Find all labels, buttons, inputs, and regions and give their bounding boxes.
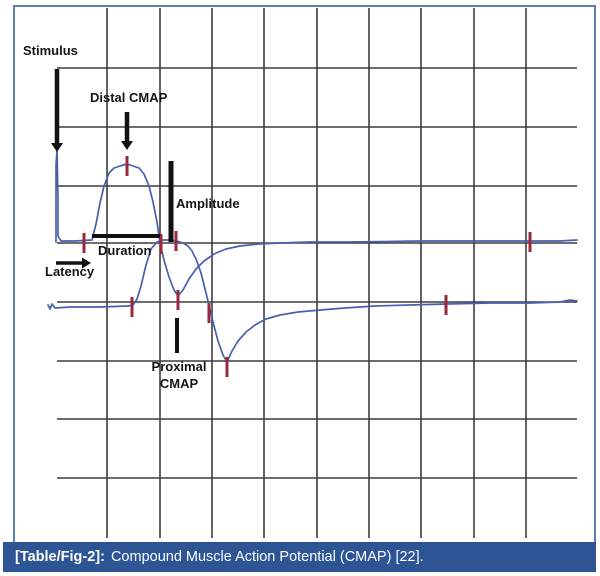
figure-caption-bar: [Table/Fig-2]: Compound Muscle Action Po… (3, 542, 596, 572)
latency-label: Latency (45, 264, 95, 279)
distal-cmap-label: Distal CMAP (90, 90, 168, 105)
proximal-cmap-trace (47, 239, 578, 363)
annotation-marks (51, 69, 179, 353)
grid-lines (57, 8, 577, 538)
figure-border (13, 5, 596, 544)
marker-ticks (82, 156, 532, 377)
duration-label: Duration (98, 243, 152, 258)
amplitude-label: Amplitude (176, 196, 240, 211)
stimulus-label: Stimulus (23, 43, 78, 58)
proximal-cmap-label-line2: CMAP (159, 376, 199, 391)
proximal-cmap-label-line1: Proximal (151, 359, 207, 374)
distal-cmap-trace (55, 149, 578, 297)
figure-caption-tag: [Table/Fig-2]: (15, 549, 105, 565)
proximal-cmap-label: Proximal CMAP (148, 358, 210, 392)
figure-caption-text: Compound Muscle Action Potential (CMAP) … (110, 549, 424, 565)
